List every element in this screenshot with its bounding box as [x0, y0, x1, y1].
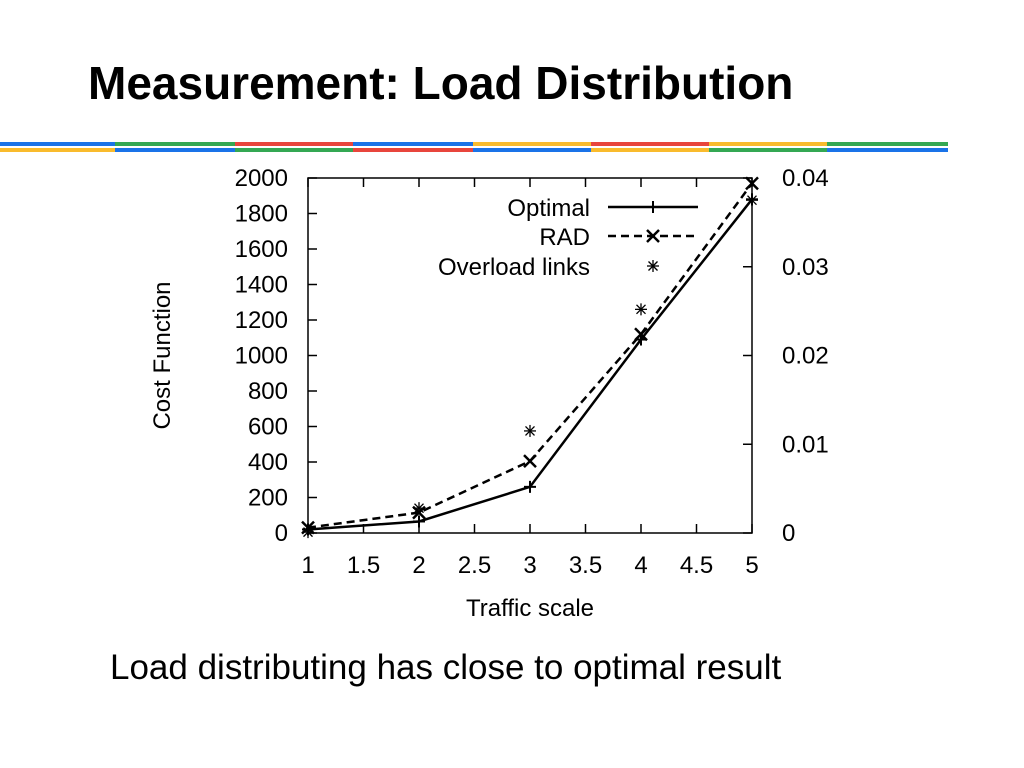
stripe-blue-left — [0, 142, 115, 146]
y-tick-label: 800 — [248, 378, 288, 405]
x-tick-label: 3.5 — [569, 552, 602, 579]
tick-marks-layer — [307, 177, 753, 534]
stripe-yellow-left — [0, 148, 115, 152]
x-tick-label: 2.5 — [458, 552, 491, 579]
data-point-rad — [634, 327, 648, 342]
y-tick-label: 1800 — [235, 201, 288, 228]
x-tick-label: 5 — [745, 552, 758, 579]
stripe-red-3 — [591, 142, 709, 146]
y2-tick-label: 0.04 — [782, 165, 829, 192]
y2-tick-label: 0.01 — [782, 431, 829, 458]
y-tick-label: 0 — [275, 520, 288, 547]
y-tick-label: 600 — [248, 414, 288, 441]
series-layer — [301, 176, 759, 539]
tick-labels-layer: 1 1.5 2 2.5 3 3.5 4 4.5 502004006008001000120014… — [235, 165, 829, 579]
plot-frame — [307, 177, 753, 534]
x-tick-label: 3 — [523, 552, 536, 579]
legend-label-rad: RAD — [539, 224, 590, 251]
x-tick-label: 4.5 — [680, 552, 713, 579]
legend-marker-overload-links — [647, 260, 659, 272]
y2-tick-label: 0 — [782, 520, 795, 547]
x-axis-label: Traffic scale — [466, 595, 594, 622]
y-tick-label: 400 — [248, 449, 288, 476]
legend-marker-rad — [646, 229, 660, 243]
stripe-yellow-3 — [709, 142, 827, 146]
x-tick-label: 4 — [634, 552, 647, 579]
stripe-green-1 — [115, 142, 235, 146]
stripe-green-4 — [827, 142, 948, 146]
y-tick-label: 2000 — [235, 165, 288, 192]
series-line-optimal — [307, 198, 753, 531]
series-line-rad — [307, 182, 754, 529]
slide-caption: Load distributing has close to optimal r… — [110, 648, 782, 687]
y-tick-label: 200 — [248, 485, 288, 512]
stripe-blue-3 — [473, 148, 591, 152]
data-point-overload-links — [413, 502, 425, 515]
stripe-red-1 — [235, 142, 353, 146]
title-underline-stripe — [0, 140, 948, 152]
data-point-rad — [523, 454, 537, 468]
stripe-blue-4 — [827, 148, 948, 152]
x-tick-label: 1.5 — [347, 552, 380, 579]
legend-label-overload-links: Overload links — [438, 254, 590, 281]
stripe-green-3 — [709, 148, 827, 152]
x-tick-label: 2 — [412, 552, 425, 579]
x-tick-label: 1 — [301, 552, 314, 579]
y2-tick-label: 0.03 — [782, 254, 829, 281]
y-axis-label: Cost Function — [149, 281, 176, 429]
y-tick-label: 1600 — [235, 236, 288, 263]
stripe-yellow-2 — [591, 148, 709, 152]
y-tick-label: 1400 — [235, 272, 288, 299]
stripe-green-2 — [235, 148, 353, 152]
stripe-red-2 — [353, 148, 473, 152]
data-point-overload-links — [524, 424, 536, 437]
data-point-optimal — [413, 515, 425, 528]
y-tick-label: 1200 — [235, 307, 288, 334]
slide-title: Measurement: Load Distribution — [88, 57, 794, 109]
data-point-optimal — [524, 480, 536, 493]
stripe-blue-2 — [353, 142, 473, 146]
data-point-overload-links — [635, 303, 647, 316]
y2-tick-label: 0.02 — [782, 343, 829, 370]
stripe-blue-1 — [115, 148, 235, 152]
y-tick-label: 1000 — [235, 343, 288, 370]
legend-label-optimal: Optimal — [507, 195, 590, 222]
legend-marker-optimal — [647, 201, 659, 213]
legend-samples — [608, 201, 698, 272]
chart-legend: Optimal RAD Overload links — [438, 195, 698, 281]
stripe-yellow-1 — [473, 142, 591, 146]
